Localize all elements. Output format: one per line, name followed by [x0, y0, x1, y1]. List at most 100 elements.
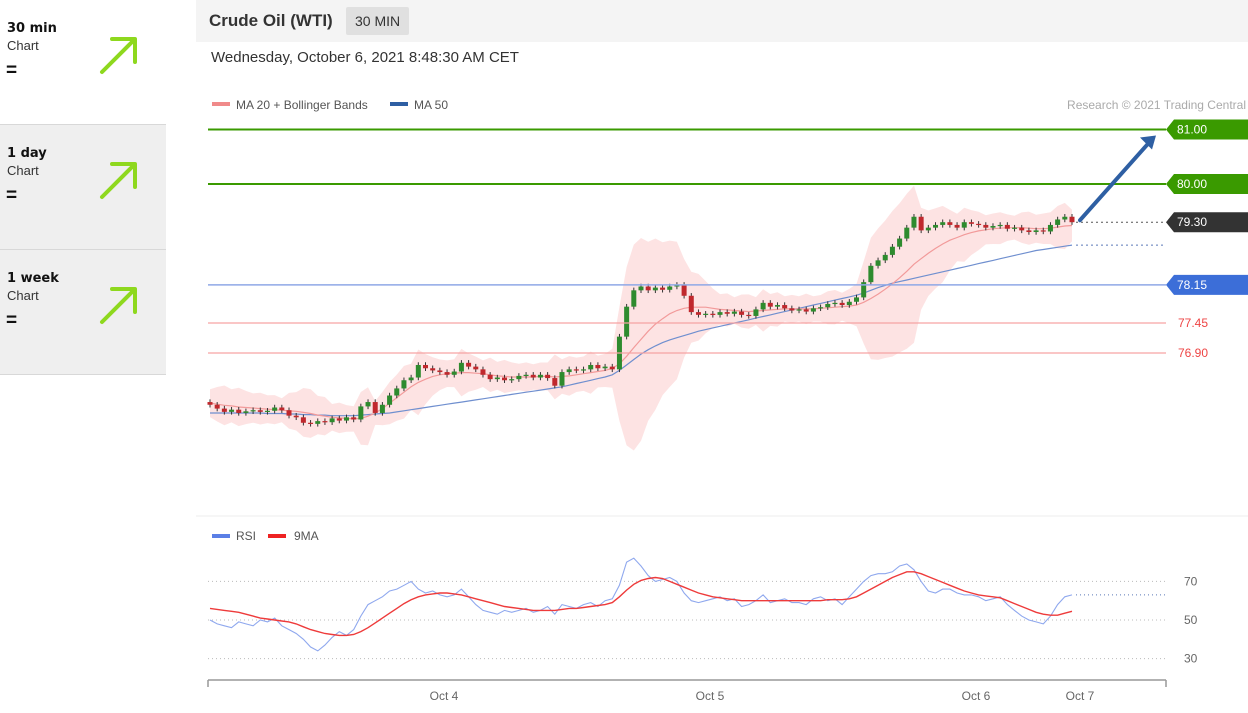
candle-body: [911, 216, 917, 228]
candle-body: [810, 308, 816, 312]
candle-body: [300, 417, 306, 423]
candle-body: [674, 284, 680, 287]
level-label-80.00: 80.00: [1177, 177, 1207, 191]
rsi-line: [209, 557, 1073, 652]
candle-body: [688, 295, 694, 313]
candle-body: [1004, 224, 1010, 229]
candle-body: [681, 284, 687, 296]
candle-body: [882, 254, 888, 261]
level-label-77.45: 77.45: [1178, 316, 1208, 330]
candle-body: [566, 369, 572, 373]
timeframe-badge[interactable]: 30 MIN: [346, 7, 410, 35]
candle-body: [760, 302, 766, 310]
candle-body: [724, 312, 730, 314]
candle-body: [889, 246, 895, 255]
candle-body: [264, 410, 270, 412]
bollinger-band: [210, 185, 1072, 451]
candle-body: [358, 406, 364, 420]
candle-body: [487, 374, 493, 380]
candle-body: [753, 309, 759, 316]
candle-body: [925, 227, 931, 231]
candle-body: [502, 377, 508, 381]
candle-body: [796, 309, 802, 311]
candle-body: [279, 407, 285, 411]
candle-body: [695, 312, 701, 315]
price-plot-area: [207, 185, 1075, 451]
candle-body: [933, 224, 939, 228]
candle-body: [494, 377, 500, 380]
candle-body: [286, 410, 292, 416]
candle-body: [473, 366, 479, 370]
candle-body: [710, 313, 716, 315]
candle-body: [1055, 219, 1061, 225]
candle-body: [458, 362, 464, 372]
candle-body: [387, 395, 393, 405]
candle-body: [746, 314, 752, 317]
level-tag-81.00: [1166, 119, 1248, 140]
sidebar-item-1day[interactable]: 1 day Chart =: [0, 125, 166, 250]
level-tag-78.15: [1166, 274, 1248, 295]
legend-label-rsi: RSI: [236, 529, 256, 543]
candle-body: [717, 312, 723, 315]
candle-body: [631, 290, 637, 307]
candle-body: [609, 366, 615, 370]
candle-body: [1062, 216, 1068, 220]
up-arrow-icon: [100, 287, 137, 324]
candle-body: [961, 222, 967, 228]
candle-body: [947, 222, 953, 225]
candle-body: [530, 374, 536, 378]
candle-body: [1012, 227, 1018, 229]
candle-body: [968, 222, 974, 224]
candle-body: [250, 410, 256, 412]
candle-body: [379, 404, 385, 413]
candle-body: [437, 370, 443, 373]
candle-body: [782, 305, 788, 309]
candle-body: [1019, 227, 1025, 231]
candle-body: [588, 364, 594, 370]
legend-label-ma50: MA 50: [414, 98, 448, 112]
candle-body: [545, 374, 551, 379]
candle-body: [990, 226, 996, 228]
legend-swatch-rsi: [212, 534, 230, 538]
level-label-79.30: 79.30: [1177, 215, 1207, 229]
candle-body: [401, 380, 407, 389]
candle-body: [329, 418, 335, 423]
x-tick-oct7: Oct 7: [1066, 689, 1095, 703]
candle-body: [854, 297, 859, 302]
period-label: 1 day: [7, 146, 47, 161]
period-label: 1 week: [7, 271, 59, 286]
sidebar-item-30min[interactable]: 30 min Chart =: [0, 0, 166, 125]
rsi-tick-label: 70: [1184, 574, 1198, 588]
candle-body: [703, 313, 709, 315]
candle-body: [1040, 230, 1046, 232]
rsi-legend: RSI 9MA: [212, 529, 319, 543]
candle-body: [1069, 216, 1075, 223]
candle-body: [480, 369, 486, 375]
candle-body: [408, 377, 414, 381]
candle-body: [789, 308, 795, 311]
candle-body: [652, 287, 658, 291]
candle-body: [1026, 230, 1032, 233]
candle-body: [372, 402, 378, 413]
candle-body: [940, 222, 946, 225]
candle-body: [904, 227, 910, 239]
candle-body: [272, 407, 278, 411]
candle-body: [257, 410, 263, 412]
candle-body: [918, 216, 924, 231]
candle-body: [897, 238, 903, 247]
candle-body: [509, 379, 515, 381]
sidebar-item-1week[interactable]: 1 week Chart =: [0, 250, 166, 375]
candle-body: [229, 409, 235, 412]
status-equal-icon: =: [6, 310, 18, 331]
price-chart: MA 20 + Bollinger Bands MA 50 Research ©…: [196, 98, 1248, 703]
x-tick-oct4: Oct 4: [430, 689, 459, 703]
candle-body: [638, 286, 644, 291]
candle-body: [818, 307, 824, 309]
candle-body: [214, 404, 220, 409]
candle-body: [983, 224, 989, 228]
x-tick-oct5: Oct 5: [696, 689, 725, 703]
level-label-81.00: 81.00: [1177, 123, 1207, 137]
candle-body: [1033, 230, 1039, 233]
candle-body: [660, 287, 666, 290]
candle-body: [868, 265, 874, 283]
